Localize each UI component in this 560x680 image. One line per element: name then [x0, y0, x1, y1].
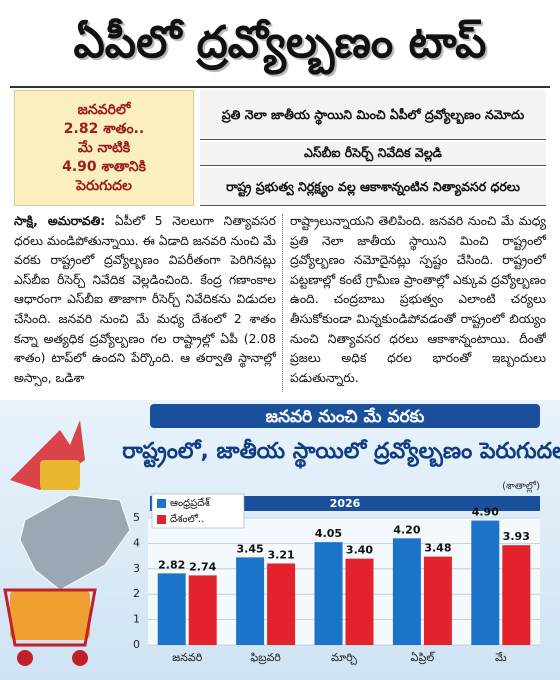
subhead: రాష్ట్ర ప్రభుత్వ నిర్లక్ష్యం వల్ల ఆకాశాన…	[200, 168, 546, 206]
value-label: 3.45	[237, 542, 264, 555]
x-tick-label: మార్చి	[331, 651, 357, 665]
y-tick-label: 5	[133, 511, 140, 524]
value-label: 3.48	[424, 542, 451, 555]
legend-box	[151, 493, 245, 529]
x-tick-label: ఫిబ్రవరి	[250, 651, 281, 665]
y-tick-label: 2	[133, 587, 140, 600]
legend-label: దేశంలో..	[170, 513, 204, 525]
cart-icon	[3, 588, 97, 647]
sidebar-line: 2.82 శాతం..	[63, 120, 145, 137]
body-column: రాష్ట్రాలున్నాయని తెలిపింది. జనవరి నుంచి…	[290, 212, 546, 394]
sidebar-line: పెరుగుదల	[76, 177, 132, 194]
body-text: ఏపీలో 5 నెలలుగా నిత్యావసర ధరలు మండిపోతున…	[14, 214, 276, 385]
bar	[267, 563, 296, 645]
value-label: 3.93	[503, 530, 530, 543]
value-label: 4.20	[393, 523, 420, 536]
title-banner	[150, 404, 540, 428]
value-label: 3.40	[346, 544, 373, 557]
cart-wheel	[17, 650, 33, 666]
sidebar-line: జనవరిలో	[77, 101, 131, 118]
bar	[423, 556, 452, 645]
cart-wheel	[72, 650, 88, 666]
sidebar-line: మే నాటికి	[77, 139, 131, 156]
subhead: ప్రతి నెలా జాతీయ స్థాయిని మించి ఏపీలో ద్…	[200, 90, 546, 140]
subhead: ఎస్‌బీఐ రీసెర్చ్ నివేదిక వెల్లడి	[200, 142, 546, 166]
x-tick-label: జనవరి	[172, 651, 203, 664]
value-label: 4.90	[472, 506, 499, 519]
y-tick-label: 0	[133, 638, 140, 651]
map-icon	[19, 494, 131, 591]
y-tick-label: 4	[133, 536, 140, 549]
value-label: 4.05	[315, 527, 342, 540]
headline: ఏపీలో ద్రవ్యోల్బణం టాప్	[73, 17, 487, 68]
column-separator	[282, 214, 283, 392]
bar	[392, 538, 421, 645]
coins-icon	[40, 460, 80, 490]
bar	[471, 520, 500, 645]
value-label: 3.21	[268, 548, 295, 561]
y-tick-label: 1	[133, 613, 140, 626]
sidebar: జనవరిలో 2.82 శాతం.. మే నాటికి 4.90 శాతాన…	[14, 90, 194, 206]
unit-note: (శాతాల్లో)	[502, 480, 540, 493]
value-label: 2.74	[189, 560, 216, 573]
bar	[236, 557, 265, 645]
body-column: సాక్షి, అమరావతి: ఏపీలో 5 నెలలుగా నిత్యావ…	[14, 212, 276, 394]
legend-swatch	[157, 499, 166, 508]
dateline: సాక్షి, అమరావతి:	[14, 214, 106, 228]
chart-title: జనవరి నుంచి మే వరకు	[266, 407, 425, 427]
legend-label: ఆంధ్రప్రదేశ్	[170, 497, 211, 509]
sidebar-line: 4.90 శాతానికి	[62, 158, 146, 175]
bar	[345, 558, 374, 645]
value-label: 2.82	[158, 558, 185, 571]
rule	[10, 86, 550, 88]
y-tick-label: 3	[133, 562, 140, 575]
basket-icon	[10, 590, 90, 640]
body-text: రాష్ట్రాలున్నాయని తెలిపింది. జనవరి నుంచి…	[290, 214, 546, 385]
chart: జనవరి నుంచి మే వరకు రాష్ట్రంలో, జాతీయ స్…	[0, 400, 560, 680]
bar	[314, 542, 343, 645]
legend-swatch	[157, 515, 166, 524]
chart-subtitle: రాష్ట్రంలో, జాతీయ స్థాయిలో ద్రవ్యోల్బణం …	[122, 438, 560, 469]
year-label: 2026	[330, 497, 361, 510]
bar	[502, 545, 531, 645]
year-bar	[150, 496, 540, 511]
bar	[157, 573, 186, 645]
bar	[188, 575, 217, 645]
x-tick-label: మే	[495, 651, 507, 664]
x-tick-label: ఏప్రిల్	[411, 651, 436, 665]
